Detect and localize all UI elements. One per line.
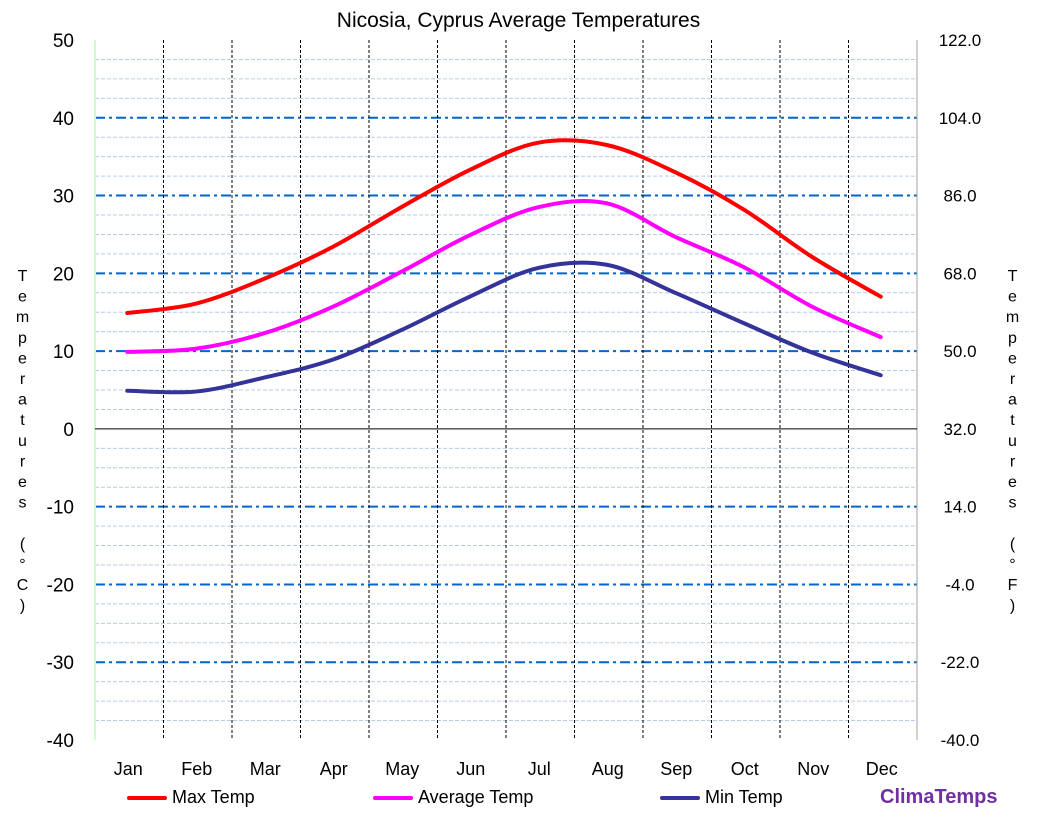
x-tick-label: Sep (660, 759, 692, 779)
legend-swatch-min (660, 795, 700, 800)
legend-item-min: Min Temp (660, 787, 783, 808)
y-axis-label-fahrenheit: Temperatures (°F) (1004, 268, 1021, 619)
legend-label-max: Max Temp (172, 787, 255, 807)
series-line-average-temp (125, 198, 883, 354)
y-tick-label: 50 (53, 31, 74, 52)
series-line-min-temp (125, 260, 883, 395)
y-tick-label: 0 (63, 420, 74, 441)
series-line-max-temp (125, 138, 883, 315)
legend-label-min: Min Temp (705, 787, 783, 807)
legend-swatch-average (373, 795, 413, 800)
legend-item-max: Max Temp (127, 787, 255, 808)
chart-title: Nicosia, Cyprus Average Temperatures (336, 9, 701, 32)
x-tick-label: Dec (866, 759, 898, 779)
y-right-tick-label: -4.0 (945, 575, 974, 594)
x-tick-label: Oct (731, 759, 759, 779)
y-right-tick-label: 50.0 (943, 342, 976, 361)
y-tick-label: -20 (47, 575, 74, 596)
x-tick-label: Mar (250, 759, 281, 779)
y-right-tick-label: 14.0 (943, 498, 976, 517)
legend-item-average: Average Temp (373, 787, 533, 808)
x-tick-label: Jun (456, 759, 485, 779)
y-axis-label-celsius: Temperatures (°C) (14, 268, 31, 619)
y-tick-label: 40 (53, 109, 74, 130)
brand-logo[interactable]: ClimaTemps (880, 786, 998, 808)
legend-label-average: Average Temp (418, 787, 534, 807)
x-tick-label: Feb (181, 759, 212, 779)
x-tick-label: Nov (797, 759, 829, 779)
y-tick-label: 20 (53, 264, 74, 285)
x-tick-label: Jan (114, 759, 143, 779)
y-right-tick-label: 32.0 (943, 420, 976, 439)
x-tick-label: Apr (320, 759, 348, 779)
y-tick-label: -10 (47, 498, 74, 519)
x-tick-label: Jul (528, 759, 551, 779)
y-tick-label: 30 (53, 187, 74, 208)
y-right-tick-label: 86.0 (943, 187, 976, 206)
y-right-tick-label: -40.0 (941, 731, 980, 750)
x-tick-label: May (385, 759, 419, 779)
y-right-tick-label: -22.0 (941, 653, 980, 672)
legend-swatch-max (127, 795, 167, 800)
y-right-tick-label: 122.0 (939, 31, 982, 50)
x-tick-label: Aug (592, 759, 624, 779)
y-right-tick-label: 104.0 (939, 109, 982, 128)
y-tick-label: -30 (47, 653, 74, 674)
y-right-tick-label: 68.0 (943, 264, 976, 283)
y-tick-label: -40 (47, 731, 74, 752)
y-tick-label: 10 (53, 342, 74, 363)
